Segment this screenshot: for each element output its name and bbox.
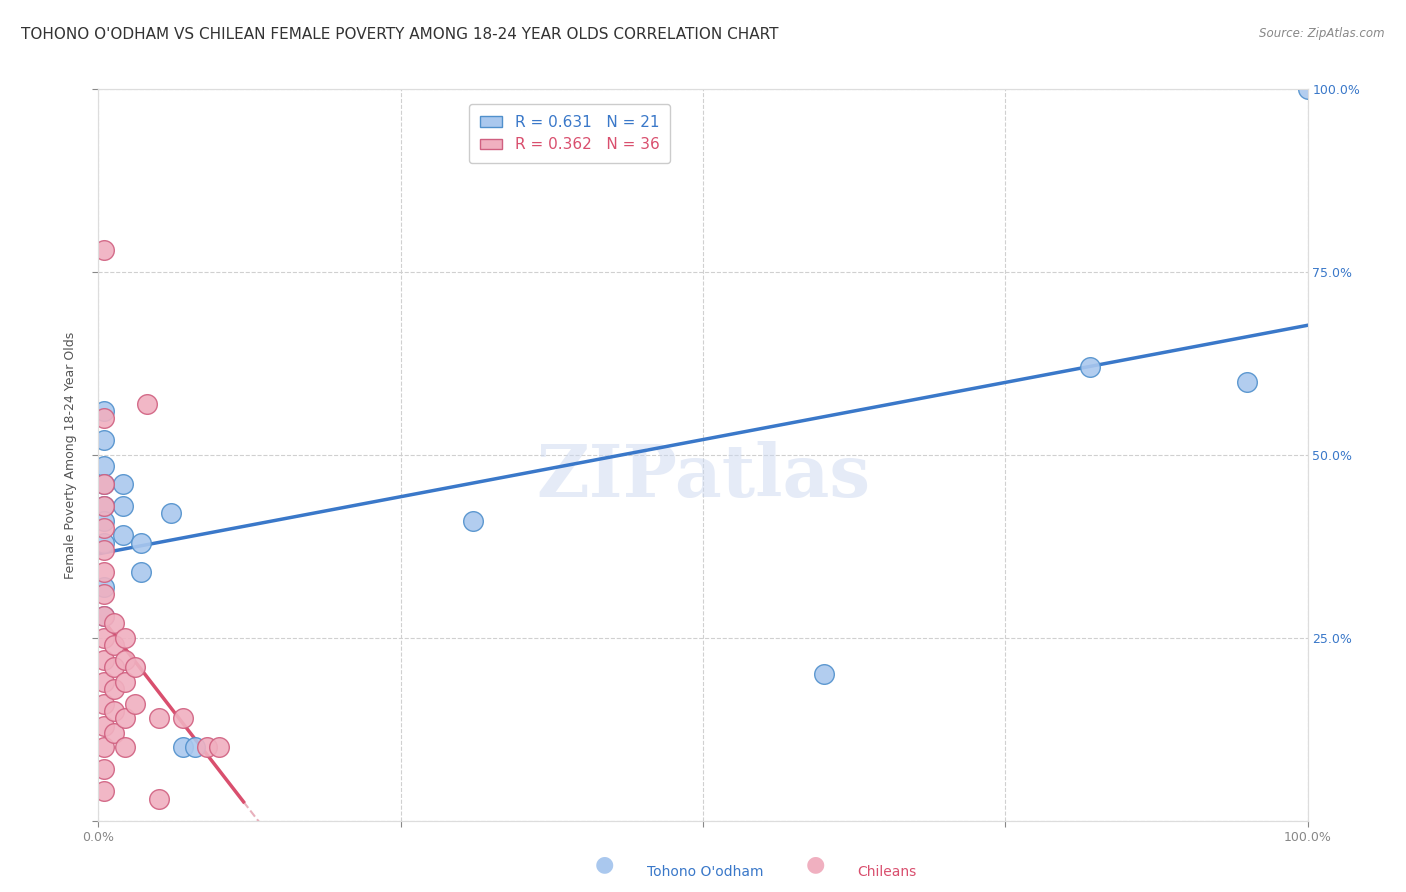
Point xyxy=(111,499,134,513)
Point xyxy=(93,458,115,473)
Point xyxy=(93,580,115,594)
Point xyxy=(463,514,485,528)
Point xyxy=(93,543,115,558)
Point xyxy=(93,411,115,425)
Point xyxy=(195,740,218,755)
Point xyxy=(93,499,115,513)
Point xyxy=(172,711,194,725)
Point xyxy=(93,631,115,645)
Point xyxy=(93,565,115,579)
Point xyxy=(93,763,115,777)
Point xyxy=(93,674,115,689)
Point xyxy=(93,434,115,448)
Point xyxy=(103,616,125,631)
Point xyxy=(114,653,136,667)
Point xyxy=(93,608,115,623)
Point xyxy=(103,638,125,652)
Point xyxy=(124,697,146,711)
Point xyxy=(93,499,115,513)
Point xyxy=(184,740,207,755)
Point xyxy=(93,521,115,535)
Point xyxy=(93,514,115,528)
Point xyxy=(103,704,125,718)
Point xyxy=(93,784,115,798)
Point xyxy=(135,397,157,411)
Text: Tohono O'odham: Tohono O'odham xyxy=(647,864,763,879)
Point xyxy=(114,674,136,689)
Point xyxy=(114,711,136,725)
Text: ●: ● xyxy=(595,855,614,874)
Point xyxy=(103,681,125,696)
Point xyxy=(93,535,115,549)
Point xyxy=(93,697,115,711)
Point xyxy=(111,528,134,542)
Point xyxy=(124,660,146,674)
Point xyxy=(1078,360,1101,375)
Legend: R = 0.631   N = 21, R = 0.362   N = 36: R = 0.631 N = 21, R = 0.362 N = 36 xyxy=(468,104,671,163)
Point xyxy=(148,791,170,805)
Point xyxy=(93,653,115,667)
Point xyxy=(93,608,115,623)
Point xyxy=(93,718,115,732)
Point xyxy=(114,740,136,755)
Point xyxy=(813,667,835,681)
Point xyxy=(93,404,115,418)
Point xyxy=(114,631,136,645)
Point xyxy=(129,565,152,579)
Point xyxy=(160,507,183,521)
Point xyxy=(93,740,115,755)
Point xyxy=(93,587,115,601)
Y-axis label: Female Poverty Among 18-24 Year Olds: Female Poverty Among 18-24 Year Olds xyxy=(63,331,77,579)
Text: ●: ● xyxy=(806,855,825,874)
Point xyxy=(129,535,152,549)
Point xyxy=(111,477,134,491)
Point xyxy=(93,477,115,491)
Point xyxy=(172,740,194,755)
Point xyxy=(208,740,231,755)
Point xyxy=(103,660,125,674)
Text: ZIPatlas: ZIPatlas xyxy=(536,442,870,512)
Point xyxy=(93,477,115,491)
Text: Chileans: Chileans xyxy=(858,864,917,879)
Point xyxy=(93,243,115,257)
Point xyxy=(103,726,125,740)
Text: Source: ZipAtlas.com: Source: ZipAtlas.com xyxy=(1260,27,1385,40)
Text: TOHONO O'ODHAM VS CHILEAN FEMALE POVERTY AMONG 18-24 YEAR OLDS CORRELATION CHART: TOHONO O'ODHAM VS CHILEAN FEMALE POVERTY… xyxy=(21,27,779,42)
Point xyxy=(1236,375,1258,389)
Point xyxy=(148,711,170,725)
Point xyxy=(1296,82,1319,96)
